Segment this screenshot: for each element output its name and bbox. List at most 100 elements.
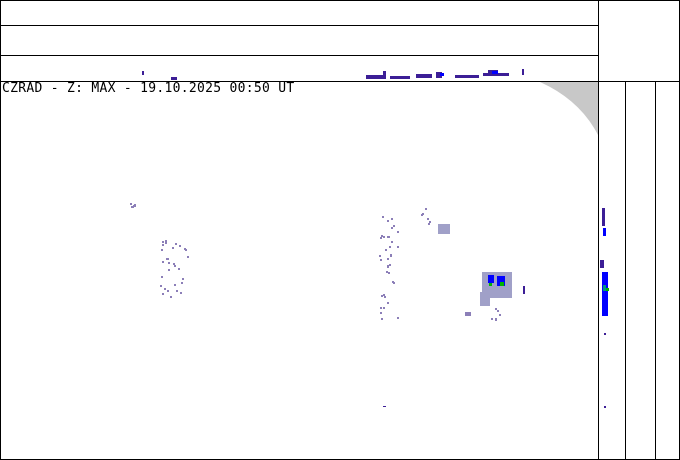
side-divider-3 (655, 81, 656, 460)
echo-pixel (488, 275, 494, 283)
echo-pixel (393, 225, 395, 227)
echo-pixel (455, 75, 479, 78)
echo-pixel (425, 208, 427, 210)
echo-pixel (170, 296, 172, 298)
no-coverage-area (540, 82, 598, 135)
echo-pixel (174, 265, 176, 267)
echo-pixel (436, 72, 442, 78)
echo-pixel (171, 77, 177, 80)
echo-pixel (495, 308, 497, 310)
echo-pixel (383, 294, 385, 296)
echo-pixel (161, 249, 163, 251)
echo-pixel (603, 285, 606, 291)
frame-top (0, 0, 680, 1)
echo-pixel (366, 75, 386, 79)
echo-pixel (391, 227, 393, 229)
echo-pixel (383, 71, 386, 79)
echo-pixel (428, 223, 430, 225)
echo-pixel (384, 296, 386, 298)
echo-pixel (381, 318, 383, 320)
echo-pixel (483, 73, 509, 76)
echo-pixel (174, 284, 176, 286)
map-top-border (0, 81, 680, 82)
echo-pixel (387, 220, 389, 222)
echo-pixel (385, 249, 387, 251)
echo-pixel (380, 312, 382, 314)
echo-pixel (380, 307, 382, 309)
echo-pixel (178, 268, 180, 270)
echo-pixel (604, 406, 606, 408)
echo-pixel (389, 264, 391, 266)
echo-pixel (383, 307, 385, 309)
echo-pixel (168, 262, 170, 264)
echo-pixel (390, 254, 392, 256)
echo-pixel (380, 259, 382, 261)
echo-pixel (162, 241, 164, 243)
echo-pixel (480, 292, 490, 306)
echo-pixel (602, 272, 608, 316)
echo-pixel (131, 206, 133, 208)
echo-pixel (182, 278, 184, 280)
echo-pixel (142, 71, 144, 75)
echo-pixel (130, 203, 132, 205)
echo-pixel (175, 243, 177, 245)
echo-pixel (187, 256, 189, 258)
echo-pixel (523, 286, 525, 294)
echo-pixel (180, 292, 182, 294)
echo-pixel (179, 245, 181, 247)
top-divider-1 (0, 25, 598, 26)
echo-pixel (383, 406, 386, 407)
echo-pixel (173, 263, 175, 265)
side-divider-2 (625, 81, 626, 460)
echo-pixel (604, 333, 606, 335)
echo-pixel (387, 236, 389, 238)
echo-pixel (167, 290, 169, 292)
echo-pixel (491, 318, 493, 320)
echo-pixel (133, 205, 135, 207)
echo-pixel (387, 302, 389, 304)
echo-pixel (391, 218, 393, 220)
side-divider-1 (598, 0, 599, 460)
echo-pixel (379, 255, 381, 257)
echo-pixel (184, 248, 186, 250)
echo-pixel (388, 272, 390, 274)
echo-pixel (389, 246, 391, 248)
echo-pixel (392, 281, 394, 283)
echo-pixel (172, 247, 174, 249)
echo-pixel (162, 244, 164, 246)
echo-pixel (386, 271, 388, 273)
echo-pixel (440, 73, 444, 76)
echo-pixel (603, 228, 606, 236)
echo-pixel (421, 214, 423, 216)
echo-pixel (495, 319, 497, 321)
echo-pixel (383, 236, 385, 238)
echo-pixel (381, 295, 383, 297)
echo-pixel (497, 276, 505, 286)
echo-pixel (390, 76, 410, 79)
echo-pixel (429, 221, 431, 223)
echo-pixel (160, 285, 162, 287)
echo-pixel (465, 312, 471, 316)
echo-pixel (165, 240, 167, 242)
echo-pixel (499, 314, 501, 316)
echo-pixel (600, 260, 604, 268)
echo-pixel (181, 282, 183, 284)
echo-pixel (397, 317, 399, 319)
echo-pixel (164, 288, 166, 290)
echo-pixel (427, 218, 429, 220)
echo-pixel (602, 208, 605, 226)
echo-pixel (416, 74, 432, 78)
echo-pixel (492, 71, 498, 74)
echo-pixel (397, 246, 399, 248)
echo-pixel (166, 258, 168, 260)
echo-pixel (387, 258, 389, 260)
echo-pixel (168, 269, 170, 271)
echo-pixel (176, 290, 178, 292)
echo-pixel (381, 235, 383, 237)
frame-left (0, 0, 1, 460)
echo-pixel (397, 231, 399, 233)
echo-pixel (489, 283, 492, 286)
echo-pixel (497, 310, 499, 312)
